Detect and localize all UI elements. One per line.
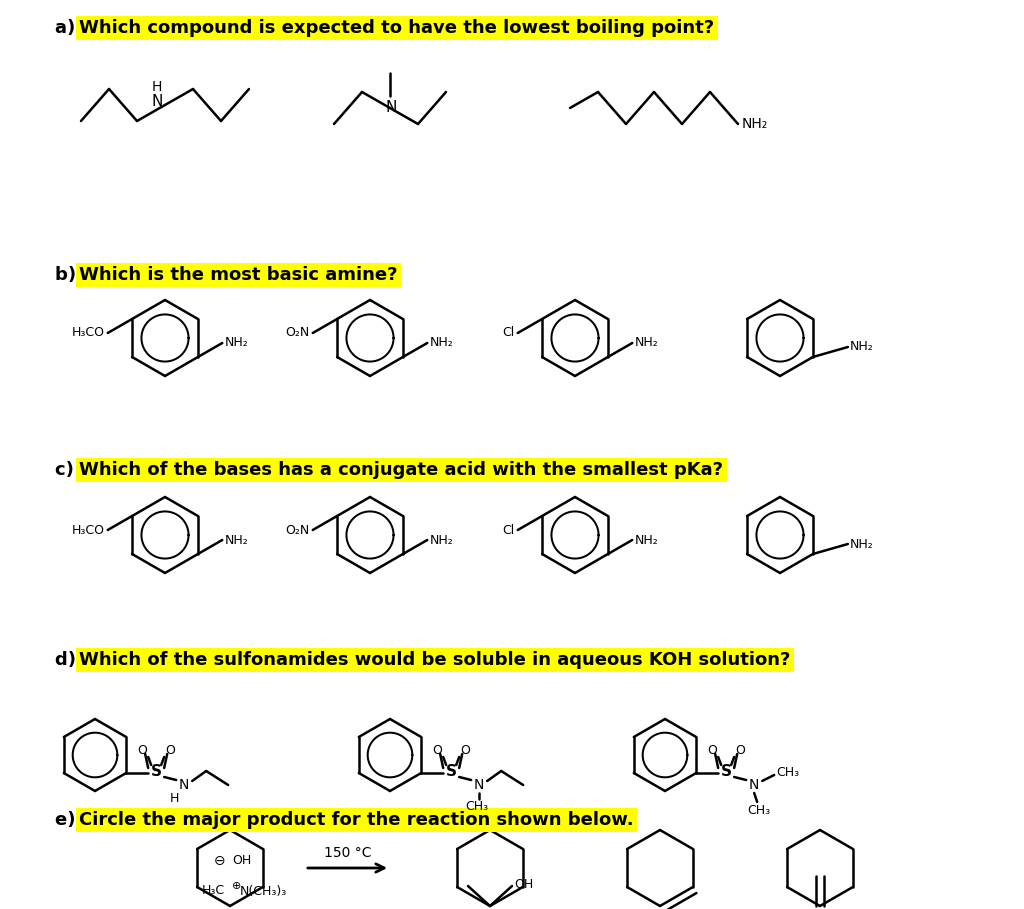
Text: e): e): [55, 811, 82, 829]
Text: N: N: [385, 101, 396, 115]
Text: NH₂: NH₂: [742, 117, 768, 131]
Text: Which of the bases has a conjugate acid with the smallest pKa?: Which of the bases has a conjugate acid …: [79, 461, 723, 479]
Text: H₃C: H₃C: [202, 884, 225, 897]
Text: H₃CO: H₃CO: [72, 524, 104, 536]
Text: NH₂: NH₂: [850, 341, 873, 354]
Text: S: S: [721, 764, 732, 778]
Text: S: S: [445, 764, 457, 778]
Text: O: O: [165, 744, 175, 757]
Text: O: O: [460, 744, 470, 757]
Text: H: H: [152, 80, 162, 94]
Text: N: N: [749, 778, 760, 792]
Text: ⊕: ⊕: [232, 881, 242, 891]
Text: Cl: Cl: [503, 326, 515, 339]
Text: O: O: [708, 744, 717, 757]
Text: O: O: [735, 744, 745, 757]
Text: Cl: Cl: [503, 524, 515, 536]
Text: NH₂: NH₂: [850, 537, 873, 551]
Text: Which compound is expected to have the lowest boiling point?: Which compound is expected to have the l…: [79, 19, 715, 37]
Text: OH: OH: [514, 877, 534, 891]
Text: N: N: [474, 778, 484, 792]
Text: OH: OH: [232, 854, 251, 867]
Text: H: H: [170, 793, 179, 805]
Text: O: O: [137, 744, 147, 757]
Text: NH₂: NH₂: [224, 534, 248, 546]
Text: CH₃: CH₃: [466, 801, 488, 814]
Text: O: O: [432, 744, 442, 757]
Text: Circle the major product for the reaction shown below.: Circle the major product for the reactio…: [79, 811, 634, 829]
Text: NH₂: NH₂: [634, 336, 658, 349]
Text: NH₂: NH₂: [429, 336, 453, 349]
Text: ⊖: ⊖: [214, 854, 226, 868]
Text: b): b): [55, 266, 82, 284]
Text: O₂N: O₂N: [286, 326, 309, 339]
Text: CH₃: CH₃: [776, 766, 800, 780]
Text: NH₂: NH₂: [224, 336, 248, 349]
Text: a): a): [55, 19, 82, 37]
Text: N: N: [179, 778, 189, 792]
Text: N: N: [152, 95, 163, 109]
Text: Which is the most basic amine?: Which is the most basic amine?: [79, 266, 397, 284]
Text: NH₂: NH₂: [429, 534, 453, 546]
Text: S: S: [151, 764, 162, 778]
Text: NH₂: NH₂: [634, 534, 658, 546]
Text: N(CH₃)₃: N(CH₃)₃: [240, 884, 288, 897]
Text: Which of the sulfonamides would be soluble in aqueous KOH solution?: Which of the sulfonamides would be solub…: [79, 651, 791, 669]
Text: O₂N: O₂N: [286, 524, 309, 536]
Text: H₃CO: H₃CO: [72, 326, 104, 339]
Text: 150 °C: 150 °C: [325, 846, 372, 860]
Text: CH₃: CH₃: [748, 804, 771, 816]
Text: d): d): [55, 651, 82, 669]
Text: c): c): [55, 461, 80, 479]
